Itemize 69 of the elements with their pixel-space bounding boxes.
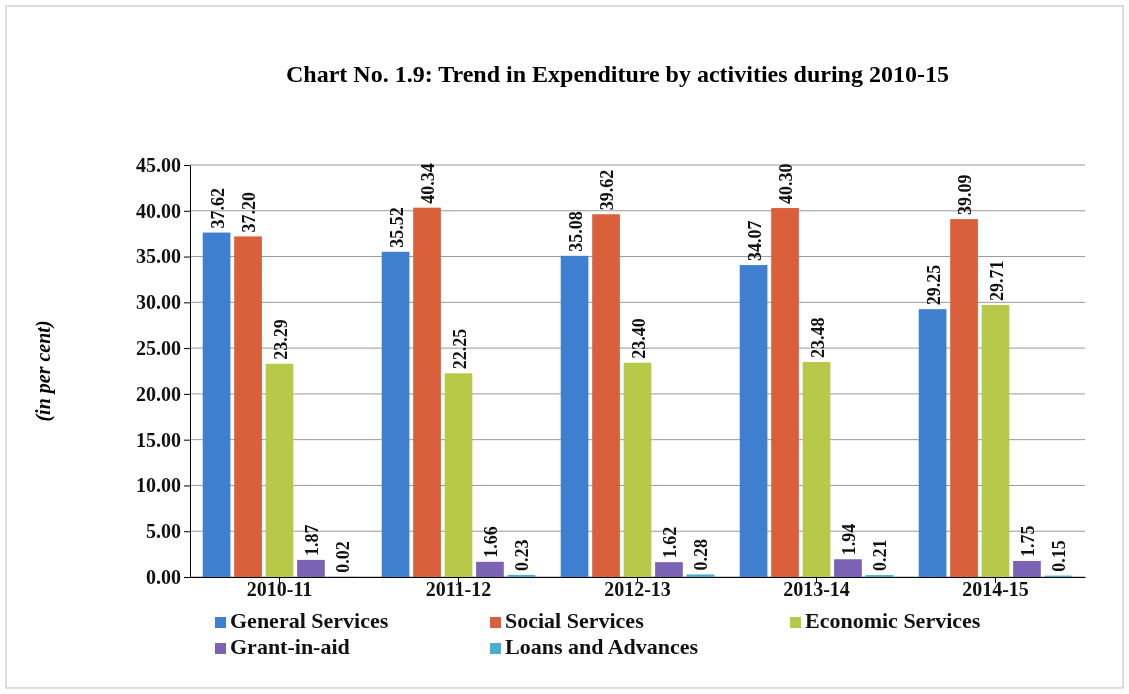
bar [834, 559, 862, 577]
data-label: 29.71 [986, 260, 1007, 301]
data-label: 1.62 [659, 526, 680, 559]
data-label: 1.87 [301, 524, 322, 556]
legend-label: General Services [230, 608, 389, 633]
bar [202, 232, 231, 577]
y-tick-label: 0.00 [146, 565, 181, 588]
data-label: 0.23 [512, 539, 533, 571]
y-tick-label: 45.00 [136, 153, 181, 176]
data-label: 0.21 [870, 539, 891, 572]
data-label: 35.52 [386, 207, 407, 248]
bar [297, 559, 325, 577]
x-tick-label: 2012-13 [604, 578, 671, 600]
bar [381, 251, 410, 577]
data-label: 40.30 [776, 163, 797, 205]
y-tick-label: 40.00 [136, 199, 181, 222]
data-label: 34.07 [744, 220, 765, 262]
bar [234, 236, 262, 577]
bar [592, 214, 620, 577]
bar [802, 362, 831, 577]
y-tick-label: 20.00 [136, 382, 181, 405]
data-label: 35.08 [565, 211, 586, 252]
data-label: 1.94 [838, 523, 859, 556]
data-label: 37.62 [207, 188, 228, 229]
data-label: 1.66 [480, 526, 501, 558]
legend-label: Loans and Advances [505, 634, 699, 659]
data-label: 23.48 [807, 317, 828, 359]
bar [981, 304, 1010, 577]
data-label: 23.40 [628, 318, 649, 359]
bar [476, 561, 504, 577]
bar [655, 562, 683, 577]
y-tick-label: 35.00 [136, 245, 181, 268]
bar [413, 207, 441, 577]
data-label: 23.29 [270, 319, 291, 360]
x-tick-label: 2010-11 [246, 578, 313, 600]
y-tick-label: 10.00 [136, 474, 181, 497]
data-label: 1.75 [1017, 525, 1038, 557]
bar [686, 574, 715, 577]
bar [739, 265, 768, 577]
data-label: 0.28 [691, 538, 712, 571]
legend-label: Grant-in-aid [230, 634, 350, 659]
data-label: 39.09 [955, 174, 976, 216]
data-label: 37.20 [239, 191, 260, 233]
bar [918, 309, 947, 577]
x-tick-label: 2013-14 [783, 578, 850, 600]
data-label: 39.62 [597, 169, 618, 211]
data-label: 0.15 [1049, 540, 1070, 572]
y-axis-title: (in per cent) [32, 320, 55, 422]
legend-label: Social Services [505, 608, 645, 633]
data-label: 22.25 [449, 328, 470, 370]
bar [950, 219, 978, 577]
bar [265, 363, 294, 577]
x-tick-label: 2011-12 [425, 578, 492, 600]
data-label: 40.34 [418, 163, 439, 204]
chart-title: Chart No. 1.9: Trend in Expenditure by activities during 2010-15 [286, 61, 949, 87]
y-tick-label: 25.00 [136, 337, 181, 360]
x-tick-label: 2014-15 [962, 578, 1029, 600]
bar [1013, 560, 1041, 577]
legend-label: Economic Services [805, 608, 981, 633]
bar [507, 574, 536, 577]
y-tick-label: 5.00 [146, 520, 181, 543]
bar [444, 373, 473, 577]
bar [560, 255, 589, 577]
bar [623, 362, 652, 577]
data-label: 0.02 [333, 541, 354, 573]
y-tick-label: 15.00 [136, 428, 181, 451]
data-label: 29.25 [923, 264, 944, 306]
bar [771, 208, 799, 577]
y-tick-label: 30.00 [136, 291, 181, 314]
